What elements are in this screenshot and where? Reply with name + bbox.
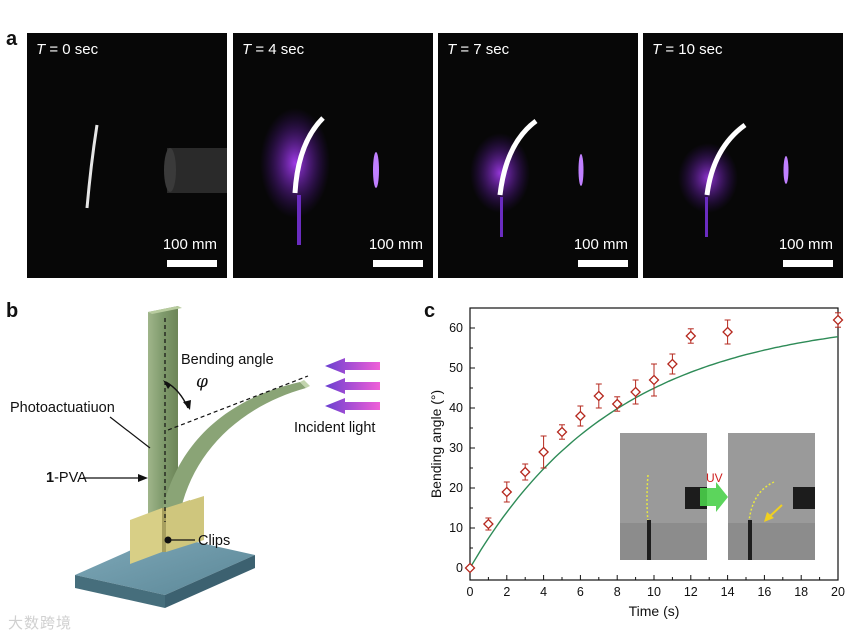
y-axis-label: Bending angle (°) bbox=[428, 390, 444, 498]
data-point bbox=[464, 562, 476, 574]
photo-frame-3: T = 7 sec 100 mm bbox=[438, 33, 638, 278]
frame-3-time: T = 7 sec bbox=[447, 41, 510, 58]
frame-1-scale-bar bbox=[167, 260, 217, 267]
data-point bbox=[593, 390, 605, 402]
y-tick-label: 10 bbox=[449, 521, 463, 535]
photo-frame-1: T = 0 sec 100 mm bbox=[27, 33, 227, 278]
x-tick-label: 16 bbox=[757, 585, 771, 599]
x-tick-label: 14 bbox=[721, 585, 735, 599]
phi-label: φ bbox=[196, 372, 208, 392]
x-tick-label: 10 bbox=[647, 585, 661, 599]
frame-1-scene bbox=[85, 124, 227, 209]
data-point bbox=[611, 398, 623, 410]
frame-1-scale-text: 100 mm bbox=[162, 236, 217, 253]
x-tick-label: 12 bbox=[684, 585, 698, 599]
x-tick-label: 0 bbox=[467, 585, 474, 599]
frame-3-scene bbox=[470, 118, 584, 237]
chart-inset-photos: UV bbox=[620, 433, 815, 560]
panel-a-letter: a bbox=[6, 28, 18, 50]
panel-b-letter: b bbox=[6, 300, 19, 322]
x-tick-label: 2 bbox=[503, 585, 510, 599]
clips-label: Clips bbox=[198, 533, 231, 549]
frame-3-scale-bar bbox=[578, 260, 628, 267]
y-tick-label: 20 bbox=[449, 481, 463, 495]
frame-4-scene bbox=[678, 122, 789, 237]
inset-uv-label: UV bbox=[706, 471, 723, 485]
data-point bbox=[501, 486, 513, 498]
y-tick-label: 40 bbox=[449, 401, 463, 415]
bending-angle-label: Bending angle bbox=[181, 352, 274, 368]
pva-label: 1-PVA bbox=[46, 470, 87, 486]
photo-frame-2: T = 4 sec 100 mm bbox=[233, 33, 433, 278]
frame-2-scale-text: 100 mm bbox=[368, 236, 423, 253]
vertical-film bbox=[148, 306, 178, 536]
frame-3-scale-text: 100 mm bbox=[573, 236, 628, 253]
watermark: 大数跨境 bbox=[8, 615, 73, 632]
x-axis-label: Time (s) bbox=[629, 603, 680, 619]
photo-frame-4: T = 10 sec 100 mm bbox=[643, 33, 843, 278]
data-point bbox=[538, 446, 550, 458]
frame-4-scale-bar bbox=[783, 260, 833, 267]
x-tick-label: 18 bbox=[794, 585, 808, 599]
x-tick-label: 6 bbox=[577, 585, 584, 599]
data-point bbox=[685, 330, 697, 342]
data-point bbox=[574, 410, 586, 422]
data-point bbox=[482, 518, 494, 530]
frame-4-time: T = 10 sec bbox=[652, 41, 723, 58]
frame-4-scale-text: 100 mm bbox=[778, 236, 833, 253]
frame-2-time: T = 4 sec bbox=[242, 41, 305, 58]
data-point bbox=[722, 326, 734, 338]
y-tick-label: 60 bbox=[449, 321, 463, 335]
frame-2-scene bbox=[260, 108, 379, 245]
panel-c-letter: c bbox=[424, 300, 436, 322]
data-point bbox=[666, 358, 678, 370]
data-point bbox=[832, 314, 844, 326]
photoactuation-label: Photoactuatiuon bbox=[10, 400, 115, 416]
incident-light-arrows bbox=[325, 358, 380, 414]
frame-2-scale-bar bbox=[373, 260, 423, 267]
photoactuation-schematic bbox=[75, 306, 380, 608]
clips bbox=[130, 508, 162, 564]
x-tick-label: 20 bbox=[831, 585, 845, 599]
y-tick-label: 50 bbox=[449, 361, 463, 375]
frame-1-time: T = 0 sec bbox=[36, 41, 99, 58]
incident-light-label: Incident light bbox=[294, 420, 376, 436]
x-tick-label: 8 bbox=[614, 585, 621, 599]
y-tick-label: 0 bbox=[456, 561, 463, 575]
data-point bbox=[630, 386, 642, 398]
base-block bbox=[75, 535, 255, 595]
data-point bbox=[556, 426, 568, 438]
data-point bbox=[648, 374, 660, 386]
y-tick-label: 30 bbox=[449, 441, 463, 455]
x-tick-label: 4 bbox=[540, 585, 547, 599]
data-point bbox=[519, 466, 531, 478]
